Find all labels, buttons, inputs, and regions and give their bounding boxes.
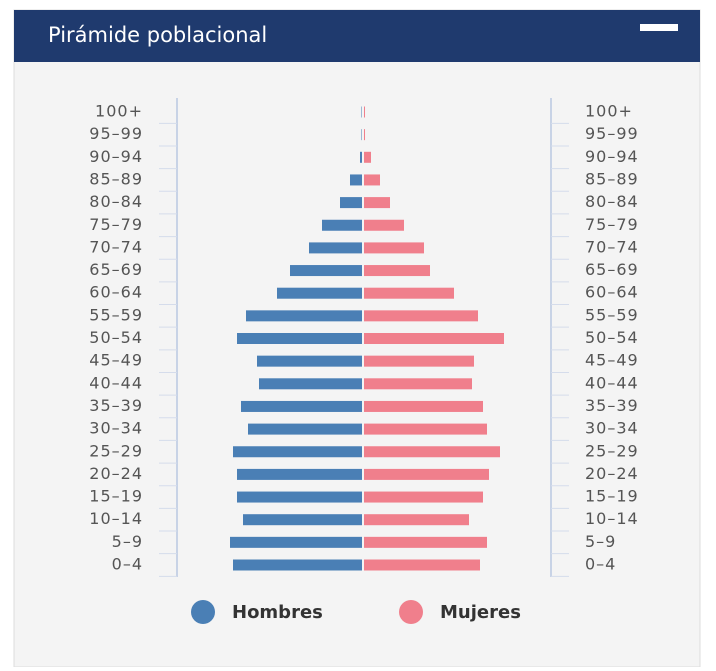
bar-mujeres [364, 106, 365, 118]
bar-hombres [259, 378, 362, 390]
bar-mujeres [364, 423, 487, 435]
age-label-left: 10–14 [89, 509, 143, 528]
bar-hombres [290, 265, 362, 277]
age-label-left: 25–29 [89, 441, 143, 460]
age-label-left: 85–89 [89, 169, 143, 188]
header [14, 10, 700, 62]
bar-mujeres [364, 491, 483, 503]
age-label-right: 30–34 [585, 419, 639, 438]
bar-hombres [361, 129, 362, 141]
bar-mujeres [364, 310, 478, 322]
legend-label: Hombres [232, 602, 323, 623]
legend-marker [191, 600, 215, 624]
bar-mujeres [364, 197, 390, 209]
age-label-right: 65–69 [585, 260, 639, 279]
bar-hombres [237, 468, 362, 480]
bar-hombres [246, 310, 362, 322]
bar-hombres [237, 333, 362, 344]
bar-hombres [361, 106, 362, 118]
age-label-left: 5–9 [112, 532, 143, 551]
bar-mujeres [364, 219, 404, 231]
bar-hombres [241, 400, 362, 412]
bar-mujeres [364, 446, 500, 458]
age-label-left: 65–69 [89, 260, 143, 279]
bar-hombres [277, 287, 362, 299]
age-label-right: 90–94 [585, 147, 639, 166]
age-label-left: 0–4 [112, 555, 143, 574]
age-label-right: 55–59 [585, 305, 639, 324]
age-label-left: 75–79 [89, 215, 143, 234]
age-label-left: 80–84 [89, 192, 143, 211]
minimize-button[interactable] [640, 24, 678, 31]
bar-hombres [322, 219, 362, 231]
bar-hombres [233, 559, 362, 571]
legend-marker [399, 600, 423, 624]
age-label-left: 95–99 [89, 124, 143, 143]
age-label-left: 60–64 [89, 283, 143, 302]
age-label-left: 50–54 [89, 328, 143, 347]
bar-mujeres [364, 559, 480, 571]
age-label-right: 100+ [585, 102, 633, 121]
age-label-right: 15–19 [585, 487, 639, 506]
age-label-left: 90–94 [89, 147, 143, 166]
age-label-left: 55–59 [89, 305, 143, 324]
bar-mujeres [364, 468, 489, 480]
age-label-right: 25–29 [585, 441, 639, 460]
bar-mujeres [364, 174, 380, 186]
age-label-left: 100+ [95, 102, 143, 121]
age-label-right: 40–44 [585, 373, 639, 392]
bar-mujeres [364, 355, 474, 367]
bar-mujeres [364, 265, 430, 277]
legend-label: Mujeres [440, 602, 521, 623]
age-label-left: 40–44 [89, 373, 143, 392]
age-label-right: 75–79 [585, 215, 639, 234]
bar-mujeres [364, 333, 504, 344]
age-label-right: 35–39 [585, 396, 639, 415]
bar-mujeres [364, 129, 365, 141]
age-label-right: 95–99 [585, 124, 639, 143]
age-label-left: 35–39 [89, 396, 143, 415]
age-label-left: 15–19 [89, 487, 143, 506]
bar-hombres [309, 242, 362, 254]
age-label-right: 70–74 [585, 237, 639, 256]
bar-mujeres [364, 151, 371, 163]
age-label-left: 45–49 [89, 351, 143, 370]
age-label-right: 20–24 [585, 464, 639, 483]
bar-hombres [237, 491, 362, 503]
bar-mujeres [364, 378, 472, 390]
age-label-right: 50–54 [585, 328, 639, 347]
bar-hombres [233, 446, 362, 458]
age-label-left: 30–34 [89, 419, 143, 438]
age-label-right: 5–9 [585, 532, 616, 551]
bar-hombres [230, 536, 362, 548]
age-label-right: 10–14 [585, 509, 639, 528]
bar-mujeres [364, 287, 454, 299]
age-label-right: 85–89 [585, 169, 639, 188]
age-label-left: 70–74 [89, 237, 143, 256]
age-label-right: 60–64 [585, 283, 639, 302]
bar-mujeres [364, 514, 469, 526]
age-label-right: 45–49 [585, 351, 639, 370]
age-label-left: 20–24 [89, 464, 143, 483]
age-label-right: 0–4 [585, 555, 616, 574]
bar-hombres [248, 423, 362, 435]
bar-hombres [243, 514, 362, 526]
bar-mujeres [364, 536, 487, 548]
bar-mujeres [364, 242, 424, 254]
header-title: Pirámide poblacional [48, 23, 267, 47]
bar-mujeres [364, 400, 483, 412]
bar-hombres [360, 151, 362, 163]
bar-hombres [257, 355, 362, 367]
bar-hombres [350, 174, 362, 186]
bar-hombres [340, 197, 362, 209]
age-label-right: 80–84 [585, 192, 639, 211]
